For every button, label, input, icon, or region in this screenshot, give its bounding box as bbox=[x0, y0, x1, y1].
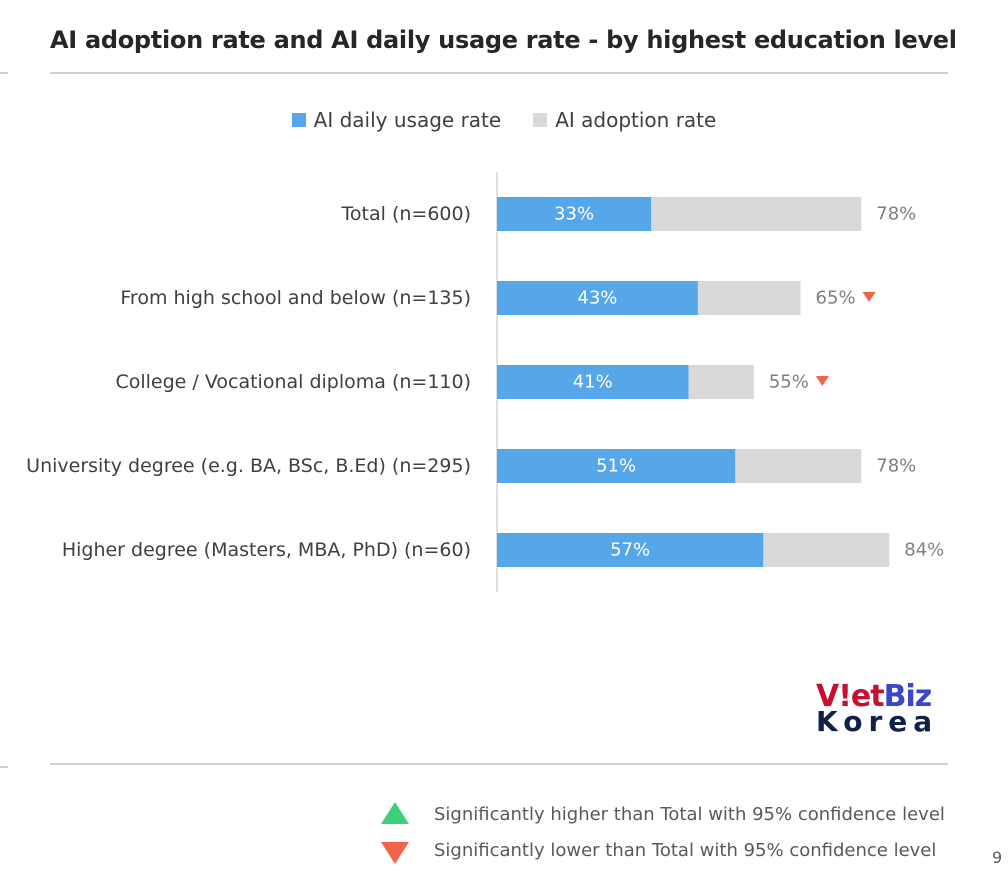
bar-daily bbox=[497, 197, 652, 231]
data-label-daily: 33% bbox=[554, 204, 594, 225]
edge-tick-top bbox=[0, 72, 8, 74]
title-divider bbox=[50, 72, 948, 74]
legend-label-adoption: AI adoption rate bbox=[555, 108, 717, 132]
category-label: Higher degree (Masters, MBA, PhD) (n=60) bbox=[62, 539, 471, 561]
data-label-adoption: 78% bbox=[876, 204, 916, 225]
chart-title: AI adoption rate and AI daily usage rate… bbox=[50, 26, 957, 54]
chart-legend: AI daily usage rate AI adoption rate bbox=[0, 108, 1008, 132]
data-label-adoption: 65% bbox=[816, 288, 856, 309]
significance-higher-icon bbox=[381, 802, 409, 824]
category-label: College / Vocational diploma (n=110) bbox=[115, 371, 471, 393]
significance-lower-icon bbox=[381, 842, 409, 864]
logo-text-biz: Biz bbox=[883, 679, 933, 714]
category-label: Total (n=600) bbox=[341, 203, 471, 225]
bar-daily bbox=[497, 281, 698, 315]
data-label-daily: 51% bbox=[596, 456, 636, 477]
logo-text-korea: Korea bbox=[816, 705, 939, 738]
data-label-adoption: 84% bbox=[904, 540, 944, 561]
note-higher: Significantly higher than Total with 95%… bbox=[434, 804, 945, 825]
significance-lower-marker bbox=[862, 292, 876, 302]
footer-divider bbox=[50, 763, 948, 765]
legend-swatch-daily bbox=[291, 113, 306, 127]
legend-item-adoption: AI adoption rate bbox=[533, 108, 716, 132]
data-label-daily: 57% bbox=[610, 540, 650, 561]
bar-chart: Total (n=600) 33% 78% From high school and … bbox=[26, 172, 944, 592]
vietbiz-korea-logo: V!etBiz Korea bbox=[816, 682, 946, 736]
data-label-adoption: 55% bbox=[769, 372, 809, 393]
page-number: 9 bbox=[992, 848, 1003, 867]
legend-label-daily: AI daily usage rate bbox=[313, 108, 502, 132]
category-label: From high school and below (n=135) bbox=[120, 287, 471, 309]
category-label: University degree (e.g. BA, BSc, B.Ed) (… bbox=[26, 455, 471, 477]
logo-text-viet: V!et bbox=[816, 679, 885, 714]
data-label-adoption: 78% bbox=[876, 456, 916, 477]
significance-lower-marker bbox=[815, 376, 829, 386]
bar-daily bbox=[497, 533, 764, 567]
bar-daily bbox=[497, 449, 736, 483]
data-label-daily: 41% bbox=[573, 372, 613, 393]
data-label-daily: 43% bbox=[577, 288, 617, 309]
legend-swatch-adoption bbox=[533, 113, 548, 127]
edge-tick-bottom bbox=[0, 766, 8, 768]
note-lower: Significantly lower than Total with 95% … bbox=[434, 840, 937, 861]
legend-item-daily: AI daily usage rate bbox=[291, 108, 502, 132]
bar-daily bbox=[497, 365, 689, 399]
